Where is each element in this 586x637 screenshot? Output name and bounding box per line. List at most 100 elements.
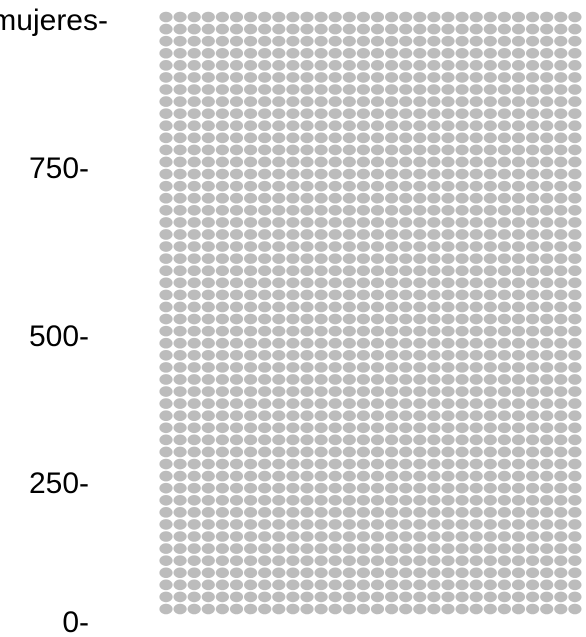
waffle-dot	[300, 494, 314, 506]
waffle-dot	[511, 434, 526, 446]
waffle-dot	[568, 156, 582, 168]
waffle-dot	[159, 72, 173, 83]
waffle-dot	[455, 555, 469, 566]
waffle-dot	[314, 192, 328, 204]
waffle-dot	[399, 84, 413, 95]
waffle-dot	[385, 410, 399, 421]
waffle-dot	[272, 579, 286, 591]
waffle-dot	[427, 84, 441, 95]
waffle-dot	[314, 531, 328, 542]
waffle-dot	[469, 156, 483, 168]
waffle-dot	[441, 23, 455, 35]
waffle-dot	[413, 241, 427, 252]
waffle-dot	[342, 555, 356, 566]
waffle-dot	[385, 168, 399, 180]
waffle-dot	[385, 229, 399, 240]
waffle-dot	[342, 132, 356, 144]
waffle-dot	[342, 120, 356, 132]
waffle-dot	[272, 337, 286, 349]
waffle-dot	[229, 434, 244, 446]
waffle-dot	[272, 108, 286, 119]
waffle-dot	[441, 410, 455, 421]
waffle-dot	[385, 35, 399, 47]
waffle-dot	[483, 60, 497, 71]
waffle-dot	[300, 229, 314, 240]
waffle-dot	[540, 567, 554, 579]
waffle-dot	[568, 217, 582, 228]
waffle-dot	[328, 470, 342, 482]
waffle-dot	[286, 144, 300, 156]
waffle-dot	[328, 180, 342, 192]
waffle-dot	[215, 168, 229, 180]
waffle-dot	[526, 120, 540, 132]
waffle-dot	[399, 603, 413, 615]
waffle-dot	[413, 349, 427, 361]
waffle-dot	[342, 507, 356, 518]
waffle-dot	[215, 422, 229, 434]
waffle-dot	[511, 531, 526, 542]
waffle-dot	[314, 313, 328, 325]
waffle-dot	[441, 337, 455, 349]
waffle-dot	[370, 325, 385, 337]
waffle-dot	[173, 603, 187, 615]
waffle-dot	[455, 446, 469, 458]
waffle-dot	[399, 567, 413, 579]
waffle-dot	[286, 494, 300, 506]
waffle-dot	[229, 325, 244, 337]
waffle-dot	[413, 265, 427, 277]
waffle-dot	[399, 446, 413, 458]
waffle-dot	[554, 555, 568, 566]
waffle-dot	[370, 362, 385, 373]
waffle-dot	[229, 23, 244, 35]
waffle-dot	[328, 531, 342, 542]
waffle-dot	[229, 603, 244, 615]
waffle-dot	[300, 217, 314, 228]
waffle-dot	[497, 84, 511, 95]
waffle-dot	[385, 398, 399, 409]
waffle-dot	[201, 507, 215, 518]
waffle-dot	[286, 374, 300, 385]
waffle-dot	[258, 482, 272, 494]
waffle-dot	[511, 386, 526, 397]
waffle-dot	[258, 470, 272, 482]
waffle-dot	[314, 482, 328, 494]
waffle-dot	[328, 337, 342, 349]
waffle-dot	[314, 507, 328, 518]
waffle-dot	[568, 374, 582, 385]
waffle-dot	[229, 519, 244, 530]
waffle-dot	[244, 47, 258, 59]
waffle-dot	[511, 470, 526, 482]
waffle-dot	[258, 11, 272, 23]
waffle-dot	[399, 362, 413, 373]
waffle-dot	[441, 434, 455, 446]
waffle-dot	[187, 47, 201, 59]
waffle-dot	[413, 229, 427, 240]
waffle-dot	[159, 434, 173, 446]
waffle-dot	[497, 410, 511, 421]
waffle-dot	[173, 229, 187, 240]
waffle-dot	[469, 241, 483, 252]
waffle-dot	[399, 434, 413, 446]
waffle-dot	[399, 205, 413, 216]
waffle-dot	[511, 362, 526, 373]
waffle-dot	[427, 325, 441, 337]
waffle-dot	[469, 398, 483, 409]
waffle-dot	[187, 241, 201, 252]
waffle-dot	[497, 543, 511, 554]
waffle-dot	[540, 398, 554, 409]
waffle-dot	[526, 386, 540, 397]
waffle-dot	[272, 410, 286, 421]
waffle-dot	[286, 362, 300, 373]
waffle-dot	[385, 156, 399, 168]
waffle-dot	[568, 72, 582, 83]
waffle-dot	[385, 132, 399, 144]
waffle-dot	[540, 482, 554, 494]
waffle-dot	[159, 277, 173, 289]
waffle-dot	[455, 434, 469, 446]
waffle-dot	[413, 192, 427, 204]
waffle-dot	[173, 120, 187, 132]
waffle-dot	[399, 253, 413, 264]
waffle-dot	[356, 386, 370, 397]
waffle-dot	[244, 543, 258, 554]
waffle-dot	[441, 72, 455, 83]
